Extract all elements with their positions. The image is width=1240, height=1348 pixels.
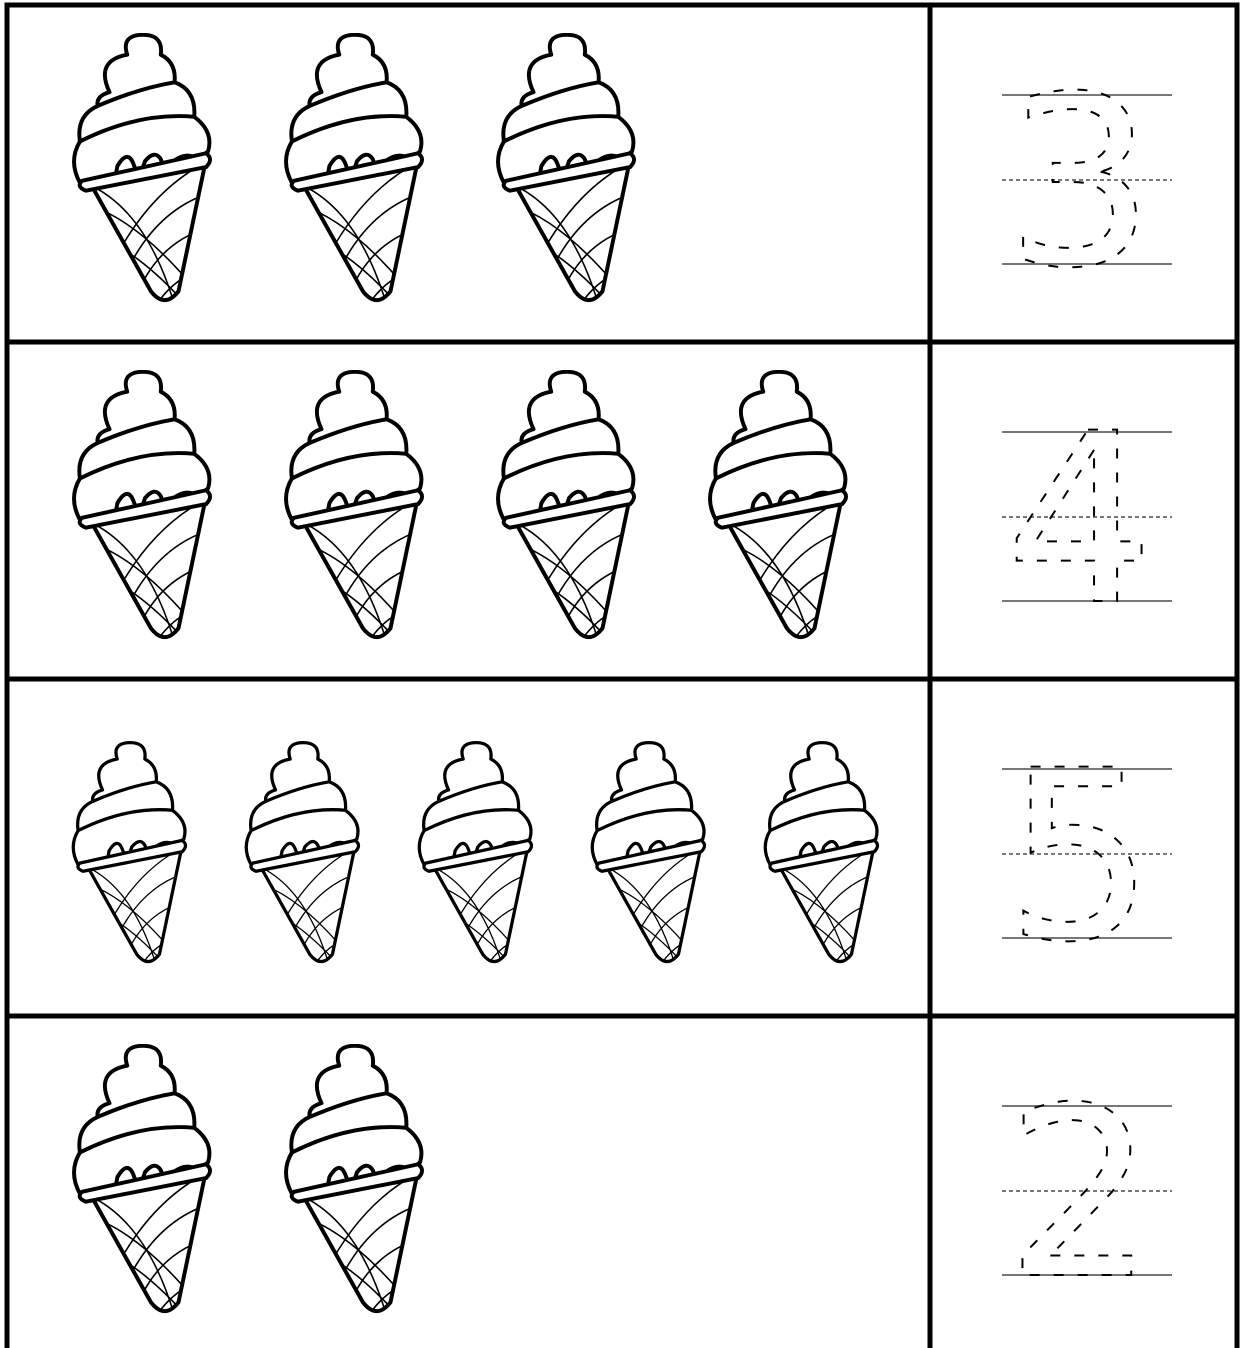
ice-cream-icon: [243, 743, 365, 977]
ice-cream-icon: [494, 35, 642, 319]
ice-cream-icon: [416, 743, 538, 977]
trace-digit: 2: [1005, 1058, 1155, 1331]
trace-digit: 3: [1005, 47, 1155, 320]
trace-digit: 5: [1005, 721, 1155, 994]
trace-digit: 4: [1005, 384, 1155, 657]
ice-cream-icon: [589, 743, 711, 977]
ice-cream-icon: [762, 743, 884, 977]
ice-cream-icon: [706, 372, 854, 656]
ice-cream-icon: [282, 35, 430, 319]
ice-cream-icon: [70, 372, 218, 656]
ice-cream-icon: [282, 1046, 430, 1330]
ice-cream-icon: [70, 743, 192, 977]
ice-cream-icon: [494, 372, 642, 656]
ice-cream-icon: [282, 372, 430, 656]
ice-cream-icon: [70, 35, 218, 319]
ice-cream-icon: [70, 1046, 218, 1330]
